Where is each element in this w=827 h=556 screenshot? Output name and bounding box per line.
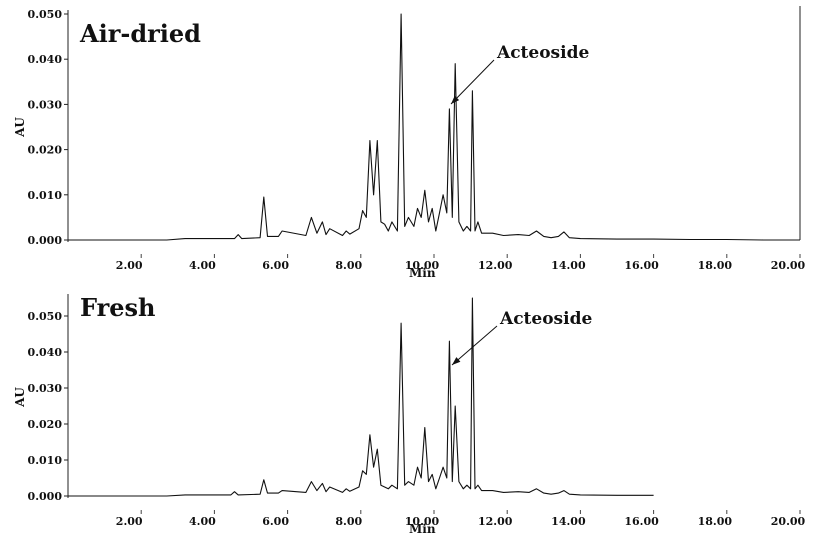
- air-dried-y-tick-label: 0.000: [28, 234, 63, 247]
- air-dried-x-tick-label: 8.00: [335, 259, 362, 272]
- air-dried-x-tick-label: 12.00: [478, 259, 513, 272]
- air-dried-x-axis-title: Min: [409, 266, 436, 280]
- air-dried-y-tick-label: 0.050: [28, 8, 63, 21]
- fresh-x-tick-label: 10.00: [405, 515, 440, 528]
- air-dried-y-tick-label: 0.040: [28, 53, 63, 66]
- fresh-x-axis-title: Min: [409, 522, 436, 536]
- fresh-chromatogram-panel: 0.000 0.010 0.020 0.030 0.040 0.050 2.00 4.00 6.…: [13, 293, 806, 536]
- fresh-y-tick-label: 0.040: [28, 346, 63, 359]
- fresh-x-tick-label: 2.00: [116, 515, 143, 528]
- fresh-x-tick-label: 6.00: [262, 515, 289, 528]
- air-dried-chromatogram-panel: 0.000 0.010 0.020 0.030 0.040 0.050 2.00 4.00 6.…: [13, 6, 806, 280]
- air-dried-chromatogram-trace: [68, 13, 800, 241]
- fresh-y-tick-label: 0.020: [28, 418, 63, 431]
- air-dried-x-tick-label: 18.00: [698, 259, 733, 272]
- fresh-x-tick-label: 8.00: [335, 515, 362, 528]
- air-dried-y-axis-title: AU: [13, 117, 27, 138]
- air-dried-y-tick-label: 0.030: [28, 98, 63, 111]
- fresh-acteoside-label: Acteoside: [499, 309, 592, 329]
- air-dried-acteoside-arrowhead: [451, 95, 460, 104]
- air-dried-y-tick-label: 0.020: [28, 144, 63, 157]
- air-dried-acteoside-arrow: [450, 59, 495, 105]
- air-dried-acteoside-label: Acteoside: [496, 43, 589, 63]
- fresh-acteoside-arrow: [451, 325, 498, 366]
- fresh-y-axis-title: AU: [13, 387, 27, 408]
- air-dried-x-tick-label: 16.00: [624, 259, 659, 272]
- fresh-acteoside-arrowhead: [452, 357, 461, 365]
- fresh-y-tick-label: 0.030: [28, 382, 63, 395]
- air-dried-x-tick-label: 20.00: [771, 259, 806, 272]
- fresh-x-tick-label: 16.00: [624, 515, 659, 528]
- fresh-x-tick-label: 18.00: [698, 515, 733, 528]
- fresh-x-tick-label: 12.00: [478, 515, 513, 528]
- fresh-y-tick-label: 0.000: [28, 490, 63, 503]
- air-dried-x-tick-label: 2.00: [116, 259, 143, 272]
- air-dried-y-tick-label: 0.010: [28, 189, 63, 202]
- air-dried-x-tick-label: 6.00: [262, 259, 289, 272]
- fresh-x-tick-label: 4.00: [189, 515, 216, 528]
- fresh-x-tick-label: 20.00: [771, 515, 806, 528]
- air-dried-x-tick-label: 4.00: [189, 259, 216, 272]
- fresh-y-tick-label: 0.050: [28, 310, 63, 323]
- fresh-panel-title: Fresh: [80, 293, 156, 322]
- fresh-chromatogram-trace: [68, 297, 654, 497]
- fresh-y-tick-label: 0.010: [28, 454, 63, 467]
- air-dried-panel-title: Air-dried: [79, 19, 201, 48]
- air-dried-x-tick-label: 10.00: [405, 259, 440, 272]
- air-dried-x-tick-label: 14.00: [551, 259, 586, 272]
- fresh-x-tick-label: 14.00: [551, 515, 586, 528]
